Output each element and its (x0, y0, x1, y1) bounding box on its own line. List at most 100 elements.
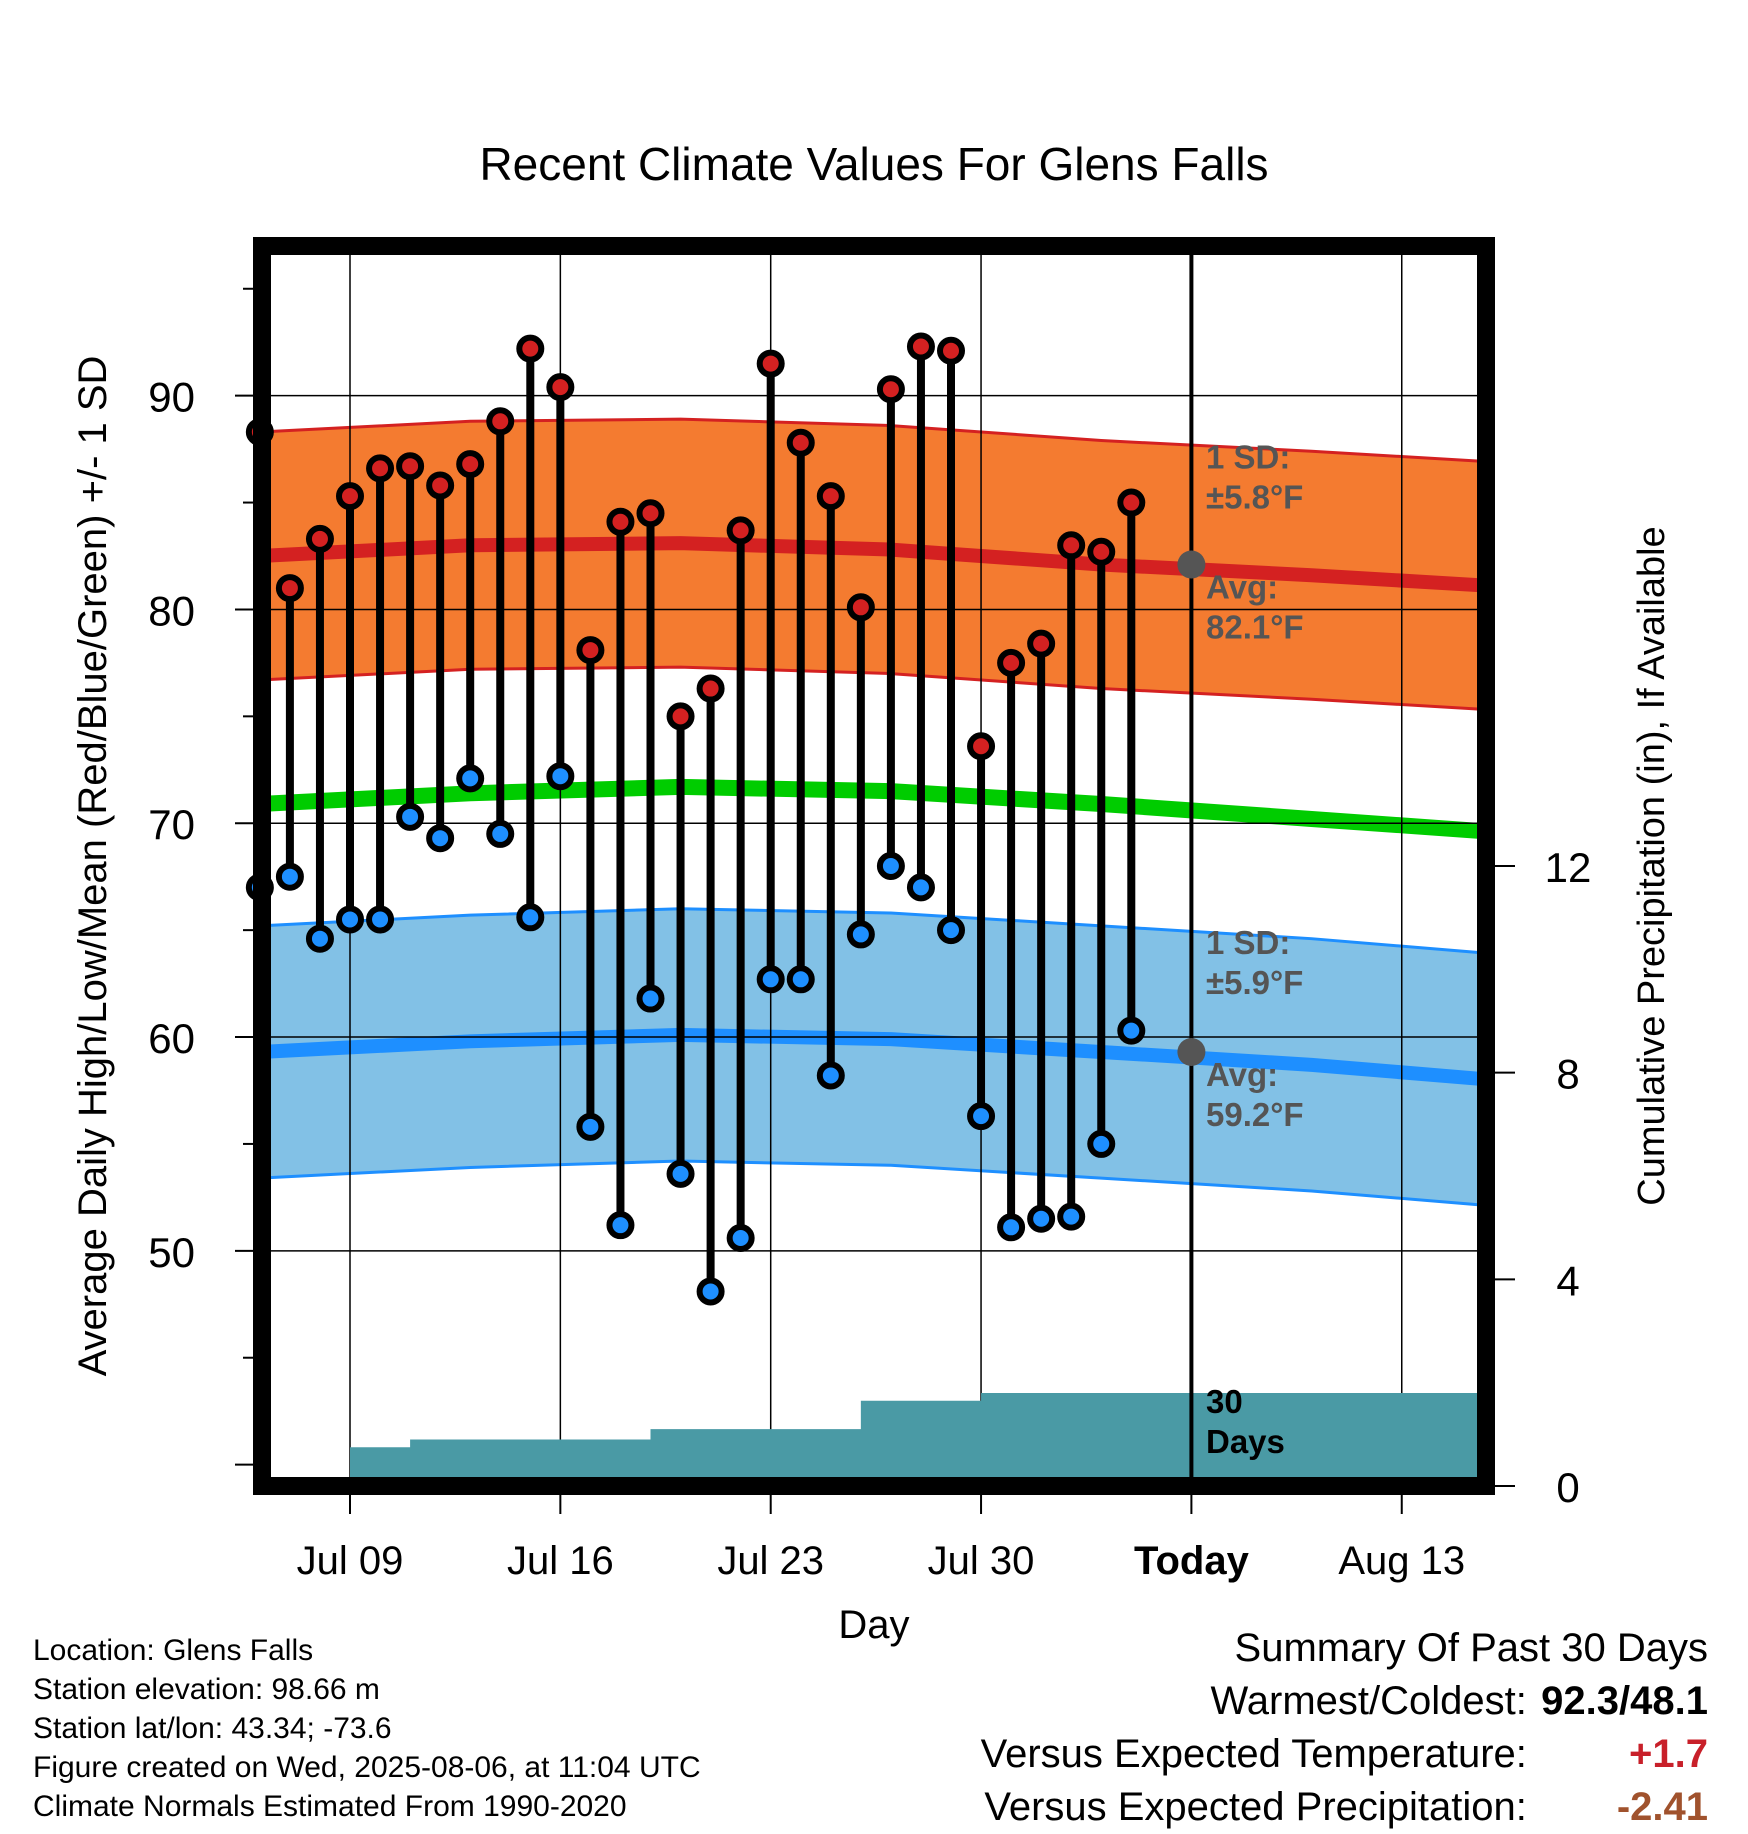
y-tick-label: 70 (148, 801, 195, 848)
chart-title: Recent Climate Values For Glens Falls (479, 138, 1268, 190)
daily-low-point (486, 819, 515, 848)
daily-high-point (1057, 531, 1086, 560)
high-sd-annotation: ±5.8°F (1206, 479, 1303, 516)
daily-high-point (456, 450, 485, 479)
daily-high-point (666, 702, 695, 731)
station-info: Location: Glens Falls Station elevation:… (33, 1631, 701, 1826)
today-low-avg-marker (1177, 1038, 1206, 1066)
daily-high-point (846, 593, 875, 622)
daily-low-point (876, 852, 905, 880)
normal-high-band (259, 419, 1492, 710)
low-sd-annotation: 1 SD: (1206, 924, 1290, 961)
daily-high-point (636, 499, 665, 528)
daily-high-point (997, 648, 1026, 677)
x-tick-label: Jul 30 (928, 1539, 1035, 1583)
normal-low-band (259, 908, 1492, 1206)
warmest-coldest-value: 92.3/48.1 (1541, 1679, 1708, 1723)
precip-area (259, 1393, 1479, 1486)
low-sd-annotation: ±5.9°F (1206, 964, 1303, 1001)
normal-low-band-upper (259, 907, 1493, 956)
daily-high-point (275, 574, 304, 603)
daily-low-point (606, 1211, 635, 1240)
daily-low-point (937, 916, 965, 945)
summary-precipitation: Versus Expected Precipitation: -2.41 (981, 1781, 1708, 1834)
normals-text: Climate Normals Estimated From 1990-2020 (33, 1790, 627, 1823)
y-tick-label: 60 (148, 1015, 195, 1062)
daily-high-point (336, 482, 364, 511)
y2-tick-label: 12 (1545, 844, 1592, 891)
daily-high-point (1087, 537, 1116, 566)
daily-high-point (937, 336, 965, 365)
daily-high-point (906, 332, 935, 361)
location-text: Location: Glens Falls (33, 1634, 314, 1667)
x-axis-label: Day (838, 1603, 909, 1647)
summary-temperature: Versus Expected Temperature: +1.7 (981, 1728, 1708, 1781)
precip-period-annotation: 30 (1206, 1383, 1243, 1420)
precip-departure-value: -2.41 (1616, 1785, 1708, 1829)
daily-high-point (967, 732, 996, 761)
y2-tick-label: 4 (1556, 1257, 1579, 1304)
daily-low-point (275, 862, 304, 891)
daily-low-point (1027, 1204, 1056, 1233)
daily-low-point (1087, 1129, 1116, 1158)
daily-low-point (1117, 1016, 1146, 1045)
daily-high-point (486, 407, 515, 436)
daily-low-point (696, 1277, 725, 1306)
daily-low-point (816, 1061, 845, 1090)
normal-low-line (259, 1027, 1493, 1087)
daily-low-point (726, 1224, 755, 1252)
daily-high-point (546, 373, 575, 402)
daily-low-point (786, 965, 815, 994)
temp-departure-value: +1.7 (1629, 1732, 1708, 1776)
daily-high-point (396, 452, 425, 481)
low-avg-annotation: Avg: (1206, 1056, 1278, 1093)
x-tick-label: Aug 13 (1338, 1539, 1465, 1583)
daily-high-point (876, 375, 905, 404)
y-axis-label: Average Daily High/Low/Mean (Red/Blue/Gr… (71, 356, 115, 1377)
high-avg-annotation: Avg: (1206, 569, 1278, 606)
daily-low-point (1057, 1202, 1086, 1231)
daily-high-point (756, 349, 785, 378)
daily-high-point (305, 524, 334, 553)
created-text: Figure created on Wed, 2025-08-06, at 11… (33, 1751, 701, 1784)
daily-low-point (666, 1159, 695, 1188)
low-avg-annotation: 59.2°F (1206, 1096, 1304, 1133)
daily-low-point (336, 905, 364, 934)
daily-low-point (396, 802, 425, 831)
high-sd-annotation: 1 SD: (1206, 439, 1290, 476)
daily-low-point (636, 984, 665, 1013)
daily-high-point (786, 428, 815, 457)
summary-title: Summary Of Past 30 Days (1234, 1626, 1708, 1670)
normal-low-band-lower (259, 1159, 1493, 1208)
summary-warmest-coldest: Warmest/Coldest: 92.3/48.1 (981, 1675, 1709, 1728)
daily-high-point (606, 507, 635, 536)
daily-high-point (516, 334, 545, 363)
y-tick-label: 50 (148, 1229, 195, 1276)
x-tick-label: Today (1134, 1539, 1250, 1583)
daily-high-point (1027, 629, 1056, 658)
y2-tick-label: 8 (1556, 1051, 1579, 1098)
y2-tick-label: 0 (1556, 1464, 1579, 1511)
warmest-coldest-label: Warmest/Coldest: (1210, 1679, 1527, 1723)
daily-low-point (456, 764, 485, 793)
daily-low-point (366, 905, 395, 934)
daily-high-point (816, 482, 845, 511)
daily-low-point (756, 965, 785, 994)
daily-low-point (576, 1112, 605, 1141)
plot-frame (253, 237, 1495, 1495)
x-tick-label: Jul 23 (717, 1539, 824, 1583)
daily-low-point (546, 762, 575, 791)
daily-high-point (726, 516, 755, 545)
y2-axis-label: Cumulative Precipitation (in), If Availa… (1631, 526, 1673, 1205)
daily-high-point (576, 636, 605, 665)
temp-departure-label: Versus Expected Temperature: (980, 1732, 1527, 1776)
daily-low-point (967, 1102, 996, 1131)
daily-low-point (997, 1213, 1026, 1242)
daily-low-point (516, 903, 545, 932)
daily-high-point (426, 471, 455, 500)
latlon-text: Station lat/lon: 43.34; -73.6 (33, 1712, 392, 1745)
daily-high-point (1117, 488, 1146, 517)
daily-low-point (906, 873, 935, 902)
daily-high-point (366, 454, 395, 483)
